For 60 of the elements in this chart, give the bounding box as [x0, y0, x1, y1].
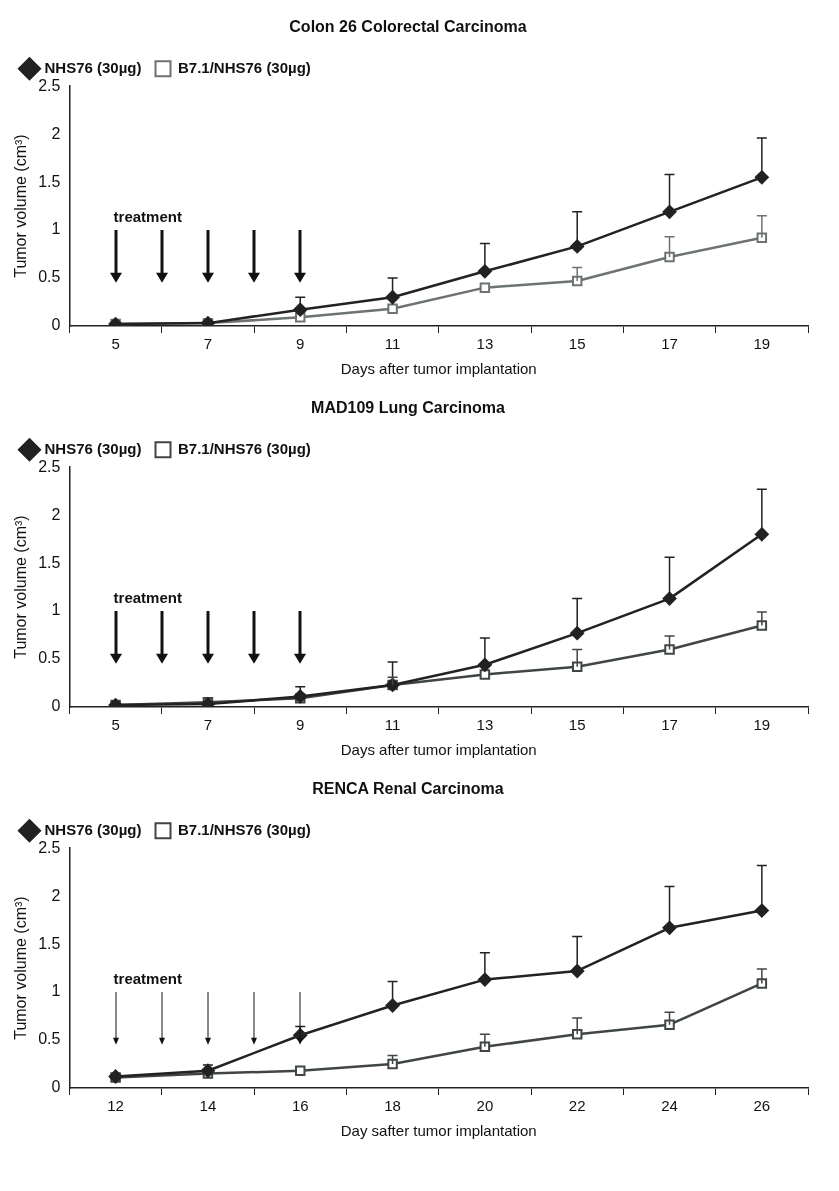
- y-tick-label: 2.5: [38, 76, 61, 94]
- x-tick-label: 15: [568, 335, 586, 353]
- x-tick-label: 26: [753, 1097, 771, 1115]
- legend-label: B7.1/NHS76 (30µg): [178, 439, 311, 457]
- chart-title: MAD109 Lung Carcinoma: [311, 399, 506, 417]
- annotation: treatment: [113, 589, 182, 607]
- x-axis-title: Days after tumor implantation: [340, 360, 537, 378]
- x-tick-label: 7: [203, 716, 213, 734]
- x-tick-label: 15: [568, 716, 586, 734]
- x-tick-label: 16: [291, 1097, 309, 1115]
- x-tick-label: 11: [384, 716, 401, 734]
- x-tick-label: 5: [111, 716, 120, 734]
- y-tick-label: 0: [51, 316, 61, 334]
- x-axis-title: Days after tumor implantation: [340, 741, 537, 759]
- y-tick-label: 0: [51, 697, 61, 715]
- x-tick-label: 12: [107, 1097, 124, 1115]
- legend-label: B7.1/NHS76 (30µg): [178, 58, 311, 76]
- y-tick-label: 0.5: [38, 268, 61, 286]
- y-tick-label: 1.5: [38, 553, 61, 571]
- x-tick-label: 5: [111, 335, 120, 353]
- y-tick-label: 0.5: [38, 1030, 61, 1048]
- legend-label: NHS76 (30µg): [44, 439, 142, 457]
- x-tick-label: 19: [753, 335, 771, 353]
- x-tick-label: 20: [476, 1097, 494, 1115]
- y-tick-label: 2.5: [38, 457, 61, 475]
- x-tick-label: 17: [661, 335, 678, 353]
- annotation: treatment: [113, 970, 182, 988]
- x-tick-label: 17: [661, 716, 678, 734]
- legend-label: B7.1/NHS76 (30µg): [178, 820, 311, 838]
- y-tick-label: 2: [51, 886, 61, 904]
- y-tick-label: 1: [51, 982, 61, 1000]
- chart-title: Colon 26 Colorectal Carcinoma: [289, 18, 527, 36]
- y-tick-label: 2.5: [38, 838, 61, 856]
- x-tick-label: 22: [568, 1097, 586, 1115]
- x-axis-title: Day safter tumor implantation: [340, 1122, 537, 1140]
- legend-label: NHS76 (30µg): [44, 820, 142, 838]
- x-tick-label: 9: [296, 716, 305, 734]
- x-tick-label: 13: [476, 335, 494, 353]
- x-tick-label: 13: [476, 716, 494, 734]
- y-tick-label: 2: [51, 505, 61, 523]
- y-tick-label: 1: [51, 220, 61, 238]
- y-tick-label: 0: [51, 1078, 61, 1096]
- y-axis-title: Tumor volume (cm³): [12, 515, 30, 659]
- y-tick-label: 1.5: [38, 172, 61, 190]
- y-tick-label: 1.5: [38, 934, 61, 952]
- x-tick-label: 18: [384, 1097, 401, 1115]
- y-tick-label: 2: [51, 124, 61, 142]
- y-axis-title: Tumor volume (cm³): [12, 134, 30, 278]
- annotation: treatment: [113, 208, 182, 226]
- x-tick-label: 19: [753, 716, 771, 734]
- y-tick-label: 0.5: [38, 649, 61, 667]
- legend-label: NHS76 (30µg): [44, 58, 142, 76]
- x-tick-label: 11: [384, 335, 401, 353]
- y-axis-title: Tumor volume (cm³): [12, 896, 30, 1040]
- y-tick-label: 1: [51, 601, 61, 619]
- x-tick-label: 9: [296, 335, 305, 353]
- x-tick-label: 14: [199, 1097, 217, 1115]
- x-tick-label: 7: [203, 335, 213, 353]
- x-tick-label: 24: [661, 1097, 678, 1115]
- chart-title: RENCA Renal Carcinoma: [312, 780, 504, 798]
